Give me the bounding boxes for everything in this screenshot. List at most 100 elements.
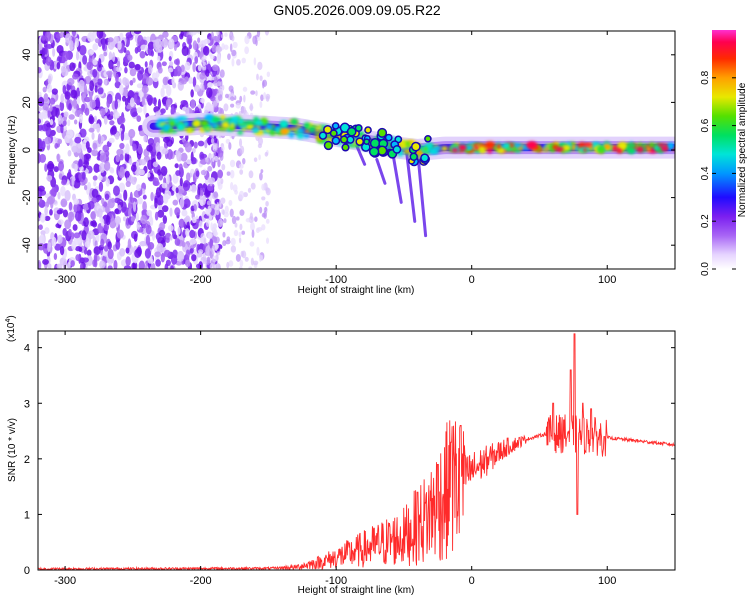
spectrogram-noise-blob — [234, 222, 238, 228]
spectrogram-x-tick-label: -100 — [325, 274, 347, 286]
spectrogram-noise-blob — [157, 209, 165, 218]
spectrogram-noise-blob — [228, 85, 234, 92]
spectrogram-noise-blob — [188, 77, 194, 84]
spectrogram-noise-blob — [184, 61, 191, 71]
spectrogram-noise-blob — [69, 62, 76, 72]
spectrogram-noise-blob — [57, 219, 64, 225]
spectrogram-noise-blob — [229, 43, 233, 53]
spectrogram-noise-blob — [48, 195, 55, 205]
spectrogram-noise-blob — [217, 263, 221, 269]
spectrogram-noise-blob — [40, 213, 46, 223]
spectrogram-noise-blob — [180, 152, 188, 162]
spectrogram-noise-blob — [262, 80, 265, 89]
spectrogram-signal-blob — [555, 147, 564, 152]
spectrogram-noise-blob — [186, 34, 193, 45]
spectrogram-noise-blob — [170, 106, 175, 117]
spectrogram-noise-blob — [107, 37, 114, 43]
spectrogram-noise-blob — [169, 235, 173, 241]
spectrogram-noise-blob — [83, 84, 88, 94]
spectrogram-noise-blob — [38, 243, 45, 251]
spectrogram-ylabel: Frequency (Hz) — [7, 116, 18, 185]
spectrogram-noise-blob — [124, 152, 130, 163]
spectrogram-noise-blob — [136, 115, 142, 122]
spectrogram-noise-blob — [124, 170, 130, 178]
spectrogram-noise-blob — [93, 115, 98, 123]
spectrogram-noise-blob — [219, 220, 224, 225]
snr-x-ticks: -300 -200 -100 0 100 — [54, 331, 616, 587]
spectrogram-noise-blob — [143, 87, 147, 98]
spectrogram-noise-blob — [113, 65, 117, 76]
spectrogram-signal-blob — [186, 127, 193, 134]
spectrogram-noise-blob — [265, 93, 271, 100]
spectrogram-noise-blob — [160, 87, 165, 98]
snr-x-tick-label: 100 — [598, 575, 616, 587]
spectrogram-signal-blob — [611, 146, 618, 151]
spectrogram-noise-blob — [148, 64, 153, 74]
spectrogram-signal-blob — [211, 123, 219, 129]
snr-y-tick-label: 4 — [24, 343, 30, 355]
spectrogram-noise-blob — [137, 70, 143, 81]
spectrogram-noise-blob — [165, 98, 171, 108]
snr-ylabel: SNR (10 * v/v) — [7, 418, 18, 482]
spectrogram-noise-blob — [145, 36, 151, 43]
spectrogram-noise-blob — [230, 245, 237, 253]
spectrogram-noise-blob — [68, 103, 72, 111]
snr-frame — [37, 330, 676, 571]
spectrogram-noise-blob — [70, 89, 78, 99]
spectrogram-noise-blob — [205, 69, 210, 77]
spectrogram-noise-blob — [107, 265, 113, 269]
spectrogram-signal-blob — [636, 146, 644, 153]
spectrogram-noise-blob — [112, 185, 120, 197]
spectrogram-noise-blob — [86, 61, 94, 71]
spectrogram-noise-blob — [92, 68, 98, 78]
spectrogram-noise-blob — [211, 44, 217, 53]
spectrogram-signal-blob — [288, 132, 295, 139]
spectrogram-noise-blob — [206, 87, 213, 99]
spectrogram-noise-blob — [233, 229, 239, 237]
spectrogram-noise-blob — [140, 44, 148, 51]
spectrogram-noise-blob — [201, 43, 204, 49]
spectrogram-noise-blob — [62, 56, 66, 64]
spectrogram-signal-blob — [308, 126, 315, 134]
spectrogram-noise-blob — [62, 120, 67, 127]
spectrogram-noise-blob — [150, 191, 154, 202]
spectrogram-noise-blob — [93, 180, 97, 187]
spectrogram-noise-blob — [136, 221, 141, 231]
spectrogram-marks — [38, 31, 675, 269]
spectrogram-noise-blob — [216, 251, 221, 256]
spectrogram-noise-blob — [54, 243, 62, 251]
spectrogram-noise-blob — [129, 158, 133, 166]
spectrogram-y-tick-label: 0 — [21, 147, 33, 153]
snr-panel: -300 -200 -100 0 100 0 1 2 3 4 Height of straigh… — [5, 315, 676, 596]
snr-y-tick-label: 1 — [24, 509, 30, 521]
spectrogram-noise-blob — [215, 205, 219, 211]
spectrogram-signal-blob — [205, 127, 211, 131]
spectrogram-noise-blob — [177, 226, 181, 235]
snr-scale-close: ) — [6, 315, 17, 318]
spectrogram-noise-blob — [186, 220, 190, 231]
spectrogram-noise-blob — [81, 104, 85, 112]
spectrogram-noise-blob — [131, 176, 137, 186]
spectrogram-noise-blob — [101, 175, 107, 182]
spectrogram-noise-blob — [256, 35, 261, 41]
spectrogram-noise-blob — [157, 200, 162, 206]
spectrogram-noise-blob — [67, 228, 72, 237]
spectrogram-noise-blob — [123, 189, 128, 201]
spectrogram-noise-blob — [178, 163, 183, 171]
spectrogram-noise-blob — [152, 76, 159, 83]
spectrogram-noise-blob — [179, 177, 183, 187]
spectrogram-noise-blob — [247, 187, 252, 193]
spectrogram-noise-blob — [90, 220, 94, 227]
colorbar-tick-label: 0.4 — [700, 166, 711, 180]
spectrogram-noise-blob — [92, 175, 98, 181]
spectrogram-noise-blob — [190, 156, 197, 165]
spectrogram-signal-blob — [451, 147, 459, 153]
spectrogram-noise-blob — [259, 172, 263, 181]
spectrogram-noise-blob — [124, 78, 130, 86]
spectrogram-noise-blob — [219, 198, 222, 208]
spectrogram-noise-blob — [212, 64, 219, 72]
spectrogram-noise-blob — [207, 233, 213, 239]
spectrogram-noise-blob — [79, 44, 87, 56]
spectrogram-noise-blob — [224, 32, 228, 37]
spectrogram-noise-blob — [172, 199, 179, 206]
